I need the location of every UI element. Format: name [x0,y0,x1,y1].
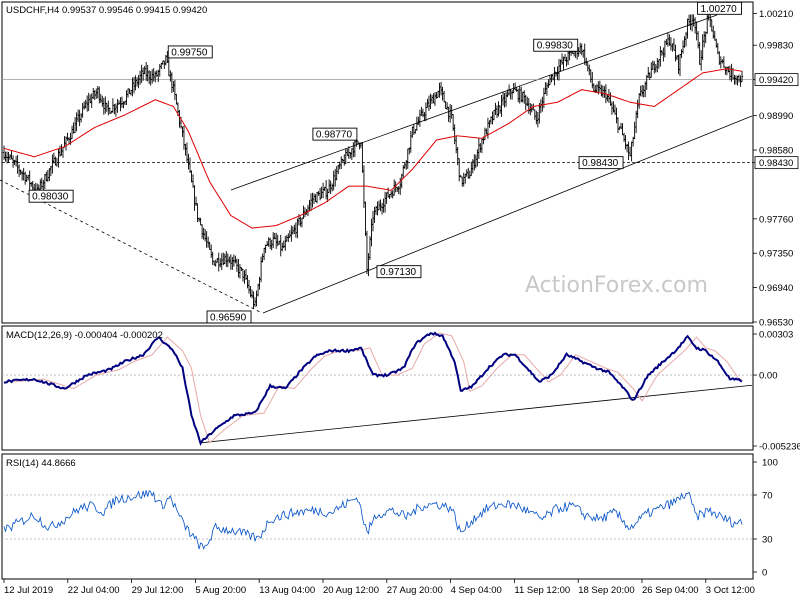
price-tick-label: 0.96530 [759,318,793,329]
svg-text:0.98770: 0.98770 [316,130,353,141]
x-tick-label: 11 Sep 12:00 [514,585,570,596]
watermark: ActionForex.com [525,273,708,298]
svg-text:0.98030: 0.98030 [32,192,69,203]
x-tick-label: 4 Sep 04:00 [451,585,502,596]
price-bar [740,70,744,83]
channel-upper-line [230,14,718,191]
x-tick-label: 18 Sep 20:00 [578,585,635,596]
x-tick-label: 29 Jul 12:00 [132,585,184,596]
x-tick-label: 12 Jul 2019 [4,585,53,596]
macd-tick-label: 0.00 [759,371,778,382]
price-tick-label: 0.98580 [759,146,793,157]
macd-label: MACD(12,26,9) -0.000404 -0.000202 [6,330,163,341]
moving-average-line [3,68,743,229]
price-annotation: 0.99750 [167,45,213,58]
rsi-line [3,490,743,550]
price-annotation: 0.98430 [578,156,624,169]
macd-tick-label: -0.005236 [759,442,800,453]
price-annotation: 1.00270 [697,1,743,15]
price-annotation: 0.96590 [206,310,252,323]
price-tick-label: 0.97760 [759,214,793,225]
x-tick-label: 26 Sep 04:00 [642,585,699,596]
x-tick-label: 20 Aug 12:00 [323,585,379,596]
price-annotation: 0.98770 [312,127,358,141]
price-annotation: 0.99830 [533,38,579,52]
svg-text:0.97130: 0.97130 [380,267,417,278]
macd-line [3,331,743,446]
channel-lower-line [262,115,753,314]
current-price-box [754,73,799,87]
rsi-panel-frame [1,453,754,580]
price-annotation: 0.98030 [28,189,74,203]
rsi-plot [2,490,753,550]
price-tick-label: 0.98990 [759,111,793,122]
price-tick-label: 0.99420 [759,75,793,86]
price-tick-label: 0.98430 [759,158,793,169]
svg-text:0.96590: 0.96590 [210,312,247,323]
x-tick-label: 22 Jul 04:00 [68,585,120,596]
svg-text:0.99750: 0.99750 [171,47,208,58]
price-tick-label: 0.96940 [759,283,793,294]
macd-trendline [200,384,753,444]
x-tick-label: 27 Aug 20:00 [387,585,443,596]
rsi-label: RSI(14) 44.8666 [6,458,76,469]
macd-tick-label: 0.00303 [759,330,793,341]
price-annotation: 0.97130 [376,265,422,278]
symbol-header: USDCHF,H4 0.99537 0.99546 0.99415 0.9942… [6,5,207,16]
macd-panel-frame [1,325,754,451]
svg-text:0.98430: 0.98430 [582,158,619,169]
x-tick-label: 5 Aug 20:00 [195,585,246,596]
x-tick-label: 13 Aug 04:00 [259,585,315,596]
rsi-tick-label: 70 [762,491,773,502]
price-tick-label: 1.00210 [759,9,793,20]
svg-text:1.00270: 1.00270 [701,4,738,15]
axes: 1.002100.998300.994200.989900.985800.984… [3,9,800,596]
rsi-tick-label: 100 [762,458,778,469]
macd-signal-line [4,332,743,444]
reference-level-box [754,156,799,170]
rsi-tick-label: 30 [762,535,773,546]
rsi-tick-label: 0 [762,568,767,579]
svg-text:0.99830: 0.99830 [537,41,574,52]
macd-plot [2,331,753,446]
price-tick-label: 0.97350 [759,249,793,260]
price-plot: 0.98030 0.99750 0.96590 0.98770 0.97130 0.998… [0,1,753,323]
x-tick-label: 3 Oct 12:00 [706,585,755,596]
price-tick-label: 0.99830 [759,41,793,52]
